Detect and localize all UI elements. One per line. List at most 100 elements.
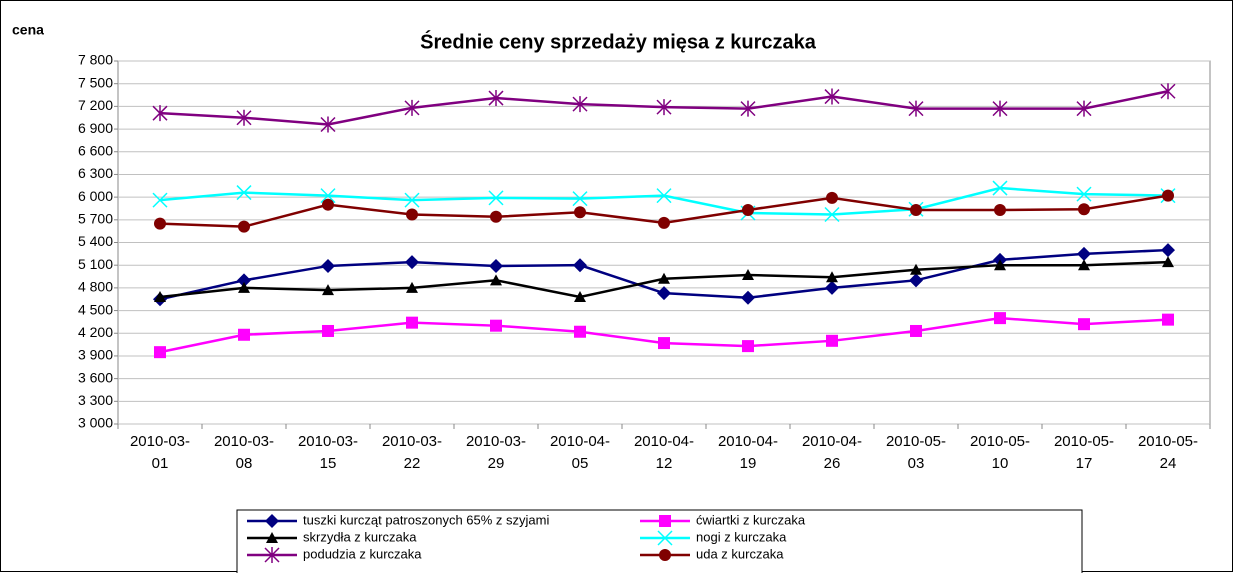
- marker: [742, 203, 754, 216]
- x-tick-label: 2010-03-15: [297, 433, 359, 472]
- marker: [658, 272, 670, 284]
- marker: [406, 281, 418, 293]
- marker: [659, 515, 671, 527]
- marker: [572, 191, 588, 207]
- marker: [1077, 246, 1091, 261]
- marker: [1162, 256, 1174, 268]
- marker: [572, 96, 588, 113]
- y-tick-label: 4 500: [78, 301, 113, 317]
- marker: [1076, 186, 1092, 202]
- marker: [1076, 100, 1092, 117]
- marker: [238, 220, 250, 233]
- y-tick-label: 6 000: [78, 188, 113, 204]
- marker: [406, 208, 418, 221]
- marker: [404, 99, 420, 116]
- marker: [1078, 259, 1090, 271]
- marker: [406, 316, 418, 329]
- marker: [742, 340, 754, 353]
- marker: [490, 319, 502, 332]
- y-tick-label: 6 600: [78, 142, 113, 158]
- marker: [658, 216, 670, 229]
- y-tick-label: 5 700: [78, 211, 113, 227]
- x-tick-label: 2010-03-01: [129, 433, 191, 472]
- marker: [321, 258, 335, 273]
- marker: [574, 206, 586, 219]
- marker: [1162, 313, 1174, 326]
- marker: [824, 88, 840, 105]
- legend-label: skrzydła z kurczaka: [303, 529, 417, 544]
- marker: [826, 334, 838, 347]
- y-tick-label: 4 200: [78, 324, 113, 340]
- chart-title: Średnie ceny sprzedaży mięsa z kurczaka: [420, 29, 817, 53]
- marker: [488, 190, 504, 206]
- marker: [656, 99, 672, 116]
- marker: [910, 203, 922, 216]
- marker: [574, 290, 586, 302]
- legend-label: podudzia z kurczaka: [303, 546, 422, 561]
- marker: [994, 312, 1006, 325]
- marker: [490, 274, 502, 286]
- marker: [656, 188, 672, 204]
- marker: [238, 281, 250, 293]
- marker: [489, 258, 503, 273]
- y-tick-label: 7 800: [78, 52, 113, 68]
- y-tick-label: 7 200: [78, 97, 113, 113]
- marker: [1162, 189, 1174, 202]
- marker: [1078, 318, 1090, 331]
- y-tick-label: 3 600: [78, 369, 113, 385]
- marker: [266, 532, 278, 543]
- marker: [910, 324, 922, 337]
- y-tick-label: 3 000: [78, 415, 113, 431]
- marker: [1160, 83, 1176, 100]
- marker: [992, 180, 1008, 196]
- marker: [320, 188, 336, 204]
- y-tick-label: 3 900: [78, 347, 113, 363]
- x-tick-label: 2010-04-26: [801, 433, 863, 472]
- marker: [825, 280, 839, 295]
- marker: [320, 116, 336, 133]
- y-tick-label: 7 500: [78, 74, 113, 90]
- marker: [657, 286, 671, 301]
- marker: [236, 185, 252, 201]
- marker: [322, 324, 334, 337]
- marker: [908, 100, 924, 117]
- marker: [826, 271, 838, 283]
- marker: [992, 100, 1008, 117]
- x-tick-label: 2010-03-08: [213, 433, 275, 472]
- marker: [910, 263, 922, 275]
- x-tick-label: 2010-04-12: [633, 433, 695, 472]
- marker: [741, 290, 755, 305]
- legend-label: nogi z kurczaka: [696, 529, 787, 544]
- x-tick-label: 2010-05-24: [1137, 433, 1199, 472]
- legend-label: uda z kurczaka: [696, 546, 784, 561]
- marker: [152, 105, 168, 122]
- marker: [574, 325, 586, 338]
- marker: [659, 549, 671, 561]
- marker: [405, 255, 419, 270]
- marker: [490, 210, 502, 223]
- marker: [1161, 243, 1175, 258]
- marker: [573, 258, 587, 273]
- y-tick-label: 4 800: [78, 279, 113, 295]
- marker: [909, 273, 923, 288]
- marker: [826, 191, 838, 204]
- marker: [994, 259, 1006, 271]
- marker: [322, 284, 334, 296]
- x-tick-label: 2010-04-05: [549, 433, 611, 472]
- marker: [488, 90, 504, 107]
- y-tick-label: 6 300: [78, 165, 113, 181]
- y-tick-label: 6 900: [78, 120, 113, 136]
- x-tick-label: 2010-05-10: [969, 433, 1031, 472]
- marker: [236, 109, 252, 126]
- marker: [264, 547, 280, 563]
- legend-label: ćwiartki z kurczaka: [696, 512, 806, 527]
- marker: [1078, 203, 1090, 216]
- y-tick-label: 5 400: [78, 233, 113, 249]
- y-tick-label: 3 300: [78, 392, 113, 408]
- marker: [742, 269, 754, 281]
- marker: [322, 198, 334, 211]
- x-tick-label: 2010-05-17: [1053, 433, 1115, 472]
- marker: [404, 192, 420, 208]
